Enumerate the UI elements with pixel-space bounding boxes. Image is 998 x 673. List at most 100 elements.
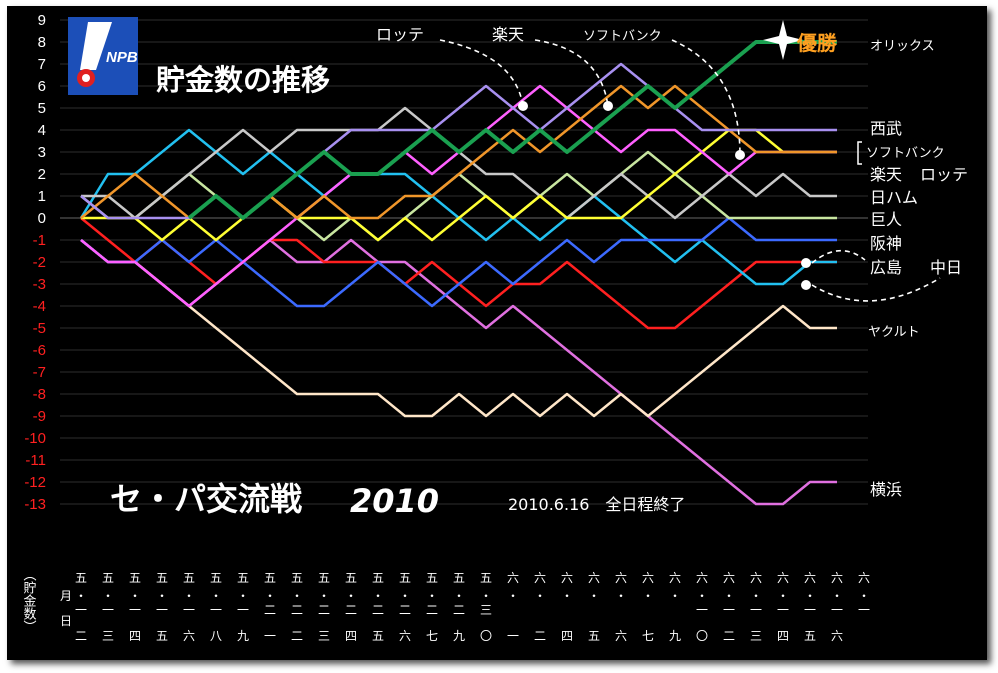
- y-tick-label: 8: [38, 34, 46, 51]
- series-line-ロッテ: [81, 128, 837, 242]
- x-unit-month: 月: [60, 589, 72, 603]
- x-tick-sep: ・: [75, 589, 87, 603]
- x-tick-sep: ・: [723, 589, 735, 603]
- chart-title: 貯金数の推移: [156, 63, 330, 97]
- x-tick-month: 五: [345, 571, 357, 585]
- x-tick-month: 六: [804, 571, 816, 585]
- label-nipponham: 日ハム: [870, 188, 918, 207]
- x-tick-day-units: 三: [102, 629, 114, 643]
- label-lotte: ロッテ: [920, 165, 968, 184]
- x-tick-day-tens: 一: [858, 603, 870, 617]
- x-tick-month: 五: [210, 571, 222, 585]
- y-tick-label: -9: [33, 408, 46, 425]
- chart-subtitle: セ・パ交流戦: [110, 480, 302, 518]
- callout-lotte: ロッテ: [376, 25, 424, 44]
- y-tick-label: -11: [25, 452, 46, 469]
- x-tick-month: 六: [858, 571, 870, 585]
- x-tick-sep: ・: [642, 589, 654, 603]
- y-tick-label: 3: [38, 144, 46, 161]
- x-tick-day-units: 九: [669, 629, 681, 643]
- x-tick-day-units: 三: [318, 629, 330, 643]
- x-tick-day-units: 四: [129, 629, 141, 643]
- x-tick-day-tens: 一: [129, 603, 141, 617]
- label-hiroshima: 広島: [870, 258, 902, 277]
- x-tick-day-units: 二: [534, 629, 546, 643]
- x-tick-day-units: 〇: [480, 629, 492, 643]
- callout-dot-chunichi: [801, 258, 811, 268]
- y-tick-label: -10: [24, 430, 46, 447]
- y-tick-label: -7: [33, 364, 46, 381]
- x-tick-sep: ・: [669, 589, 681, 603]
- series-line-オリックス: [187, 40, 837, 220]
- x-tick-month: 六: [561, 571, 573, 585]
- x-tick-day-units: 六: [615, 629, 627, 643]
- x-tick-sep: ・: [777, 589, 789, 603]
- label-orix: オリックス: [870, 39, 935, 54]
- y-tick-label: -12: [24, 474, 46, 491]
- x-tick-sep: ・: [615, 589, 627, 603]
- x-tick-day-units: 九: [237, 629, 249, 643]
- x-tick-sep: ・: [561, 589, 573, 603]
- y-tick-label: 2: [38, 166, 46, 183]
- x-tick-day-tens: 一: [804, 603, 816, 617]
- x-tick-month: 五: [183, 571, 195, 585]
- y-tick-label: 1: [38, 188, 46, 205]
- x-tick-day-units: 五: [588, 629, 600, 643]
- x-tick-sep: ・: [291, 589, 303, 603]
- x-tick-sep: ・: [696, 589, 708, 603]
- x-tick-month: 五: [75, 571, 87, 585]
- x-tick-month: 五: [156, 571, 168, 585]
- label-rakuten: 楽天: [870, 165, 902, 184]
- x-tick-sep: ・: [156, 589, 168, 603]
- y-tick-label: 0: [38, 210, 46, 227]
- x-axis-unit-labels: 月 日: [60, 589, 72, 628]
- x-tick-month: 六: [831, 571, 843, 585]
- x-tick-day-tens: 一: [102, 603, 114, 617]
- x-tick-sep: ・: [534, 589, 546, 603]
- x-tick-sep: ・: [804, 589, 816, 603]
- y-tick-label: 6: [38, 78, 46, 95]
- x-tick-month: 五: [480, 571, 492, 585]
- x-tick-month: 五: [102, 571, 114, 585]
- x-tick-month: 五: [318, 571, 330, 585]
- label-yokohama: 横浜: [870, 480, 902, 499]
- x-tick-sep: ・: [237, 589, 249, 603]
- x-tick-month: 六: [588, 571, 600, 585]
- x-tick-day-units: 六: [399, 629, 411, 643]
- x-tick-sep: ・: [480, 589, 492, 603]
- x-tick-month: 五: [291, 571, 303, 585]
- x-unit-day: 日: [60, 614, 72, 628]
- x-tick-day-tens: 二: [264, 603, 276, 617]
- y-tick-label: 4: [38, 122, 46, 139]
- x-tick-day-units: 七: [642, 629, 654, 643]
- x-tick-day-tens: 一: [696, 603, 708, 617]
- callout-dot-rakuten: [603, 101, 613, 111]
- x-tick-day-units: 六: [831, 629, 843, 643]
- callouts: ロッテ 楽天 ソフトバンク 優勝: [376, 20, 941, 302]
- x-tick-day-tens: 一: [831, 603, 843, 617]
- y-tick-label: -13: [24, 496, 46, 513]
- chart-frame: [7, 6, 987, 660]
- x-tick-month: 六: [534, 571, 546, 585]
- callout-dot-hiroshima: [801, 280, 811, 290]
- x-tick-day-units: 六: [183, 629, 195, 643]
- x-tick-day-tens: 二: [399, 603, 411, 617]
- gridlines: [60, 19, 868, 505]
- x-tick-sep: ・: [588, 589, 600, 603]
- x-tick-day-units: 一: [507, 629, 519, 643]
- x-tick-day-tens: 一: [156, 603, 168, 617]
- x-tick-sep: ・: [372, 589, 384, 603]
- x-tick-day-units: 五: [156, 629, 168, 643]
- y-tick-label: 7: [38, 56, 46, 73]
- x-tick-sep: ・: [831, 589, 843, 603]
- x-tick-sep: ・: [426, 589, 438, 603]
- x-tick-day-tens: 二: [318, 603, 330, 617]
- x-tick-month: 六: [507, 571, 519, 585]
- y-axis-title: （貯金数）: [21, 568, 37, 633]
- series-line-阪神: [80, 216, 837, 308]
- x-tick-month: 六: [696, 571, 708, 585]
- x-tick-month: 六: [723, 571, 735, 585]
- x-tick-month: 五: [426, 571, 438, 585]
- x-tick-day-units: 五: [804, 629, 816, 643]
